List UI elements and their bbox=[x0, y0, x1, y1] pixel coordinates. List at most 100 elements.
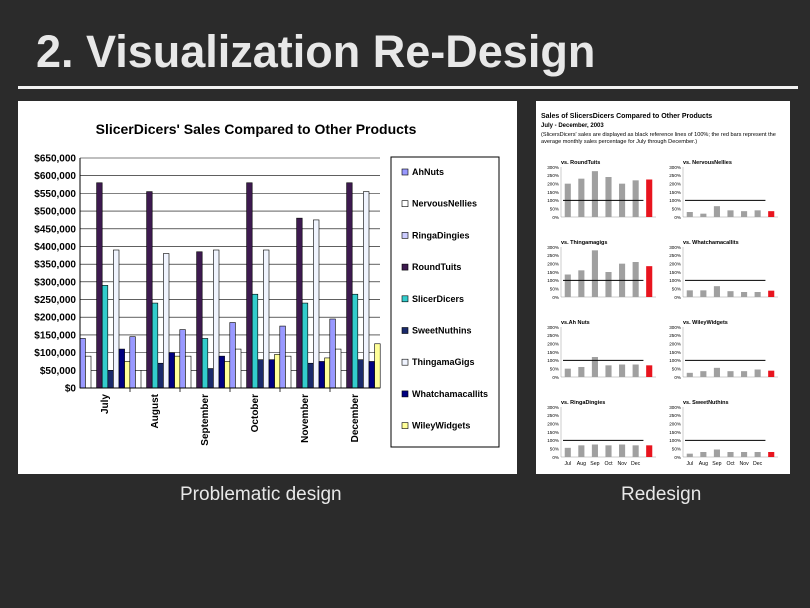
bar bbox=[308, 363, 314, 388]
month-bar bbox=[700, 371, 706, 377]
legend-label: SlicerDicers bbox=[412, 294, 464, 304]
month-bar bbox=[578, 367, 584, 377]
legend-swatch bbox=[402, 169, 408, 175]
y-tick-label: $350,000 bbox=[34, 260, 76, 271]
redesign-small-multiples: vs. RoundTuits 300% 250% 200% 150% 100% 50% 0% v… bbox=[536, 101, 790, 474]
y-tick-label: 50% bbox=[550, 206, 559, 211]
month-bar bbox=[592, 445, 598, 458]
y-tick-label: $200,000 bbox=[34, 313, 76, 324]
month-bar bbox=[741, 452, 747, 457]
y-tick-label: 200% bbox=[669, 261, 681, 266]
y-tick-label: 200% bbox=[669, 341, 681, 346]
y-tick-label: 250% bbox=[547, 333, 559, 338]
month-bar bbox=[755, 292, 761, 297]
average-bar bbox=[646, 445, 652, 457]
y-tick-label: 50% bbox=[672, 286, 681, 291]
month-bar bbox=[687, 454, 693, 457]
x-tick-label: Dec bbox=[753, 461, 763, 467]
x-tick-label: October bbox=[250, 394, 261, 432]
average-bar bbox=[646, 180, 652, 218]
x-tick-label: Sep bbox=[712, 461, 721, 467]
month-bar bbox=[714, 450, 720, 458]
legend-swatch bbox=[402, 201, 408, 207]
y-tick-label: 250% bbox=[669, 253, 681, 258]
y-tick-label: 0% bbox=[674, 295, 681, 300]
legend-swatch bbox=[402, 296, 408, 302]
bar bbox=[319, 361, 325, 388]
month-bar bbox=[605, 445, 611, 457]
x-tick-label: August bbox=[150, 393, 161, 428]
month-bar bbox=[727, 371, 733, 377]
y-tick-label: 0% bbox=[552, 215, 559, 220]
slide-title: 2. Visualization Re-Design bbox=[36, 26, 595, 78]
month-bar bbox=[565, 275, 571, 298]
panel-title: vs. RingaDingies bbox=[561, 400, 605, 406]
month-bar bbox=[714, 286, 720, 297]
y-tick-label: 100% bbox=[547, 278, 559, 283]
y-tick-label: 150% bbox=[669, 270, 681, 275]
bar bbox=[219, 356, 225, 388]
month-bar bbox=[605, 365, 611, 377]
month-bar bbox=[687, 290, 693, 297]
bar bbox=[85, 356, 91, 388]
y-tick-label: 0% bbox=[674, 375, 681, 380]
month-bar bbox=[633, 445, 639, 457]
y-tick-label: 300% bbox=[669, 405, 681, 410]
bar bbox=[369, 361, 375, 388]
bar bbox=[230, 323, 236, 388]
y-tick-label: $100,000 bbox=[34, 348, 76, 359]
panel-title: vs. RoundTuits bbox=[561, 160, 600, 166]
legend-label: Whatchamacallits bbox=[412, 389, 488, 399]
month-bar bbox=[633, 180, 639, 217]
legend-swatch bbox=[402, 359, 408, 365]
x-tick-label: Oct bbox=[604, 461, 613, 467]
title-divider bbox=[18, 86, 798, 89]
y-tick-label: 100% bbox=[547, 198, 559, 203]
y-tick-label: 250% bbox=[669, 413, 681, 418]
month-bar bbox=[755, 210, 761, 217]
legend-label: ThingamaGigs bbox=[412, 357, 475, 367]
bar bbox=[358, 360, 364, 388]
bar bbox=[102, 285, 108, 388]
month-bar bbox=[619, 445, 625, 458]
month-bar bbox=[578, 445, 584, 457]
y-tick-label: $450,000 bbox=[34, 224, 76, 235]
x-tick-label: Sep bbox=[590, 461, 599, 467]
x-tick-label: Dec bbox=[631, 461, 641, 467]
legend-label: WileyWidgets bbox=[412, 421, 470, 431]
y-tick-label: $500,000 bbox=[34, 207, 76, 218]
y-tick-label: $550,000 bbox=[34, 189, 76, 200]
average-bar bbox=[768, 291, 774, 297]
bar bbox=[347, 183, 353, 388]
y-tick-label: 100% bbox=[669, 278, 681, 283]
bar bbox=[119, 349, 125, 388]
panel-title: vs. WileyWidgets bbox=[683, 320, 728, 326]
y-tick-label: $0 bbox=[65, 384, 77, 395]
x-tick-label: November bbox=[300, 394, 311, 443]
y-tick-label: 0% bbox=[552, 295, 559, 300]
average-bar bbox=[646, 365, 652, 377]
x-tick-label: Oct bbox=[726, 461, 735, 467]
month-bar bbox=[741, 292, 747, 297]
bar bbox=[302, 303, 308, 388]
bar bbox=[147, 192, 153, 388]
average-bar bbox=[768, 211, 774, 217]
legend-swatch bbox=[402, 232, 408, 238]
y-tick-label: $150,000 bbox=[34, 330, 76, 341]
y-tick-label: 50% bbox=[550, 286, 559, 291]
month-bar bbox=[700, 452, 706, 457]
y-tick-label: 0% bbox=[674, 455, 681, 460]
y-tick-label: 300% bbox=[669, 325, 681, 330]
month-bar bbox=[633, 262, 639, 297]
bar bbox=[163, 254, 169, 388]
month-bar bbox=[592, 250, 598, 297]
bar bbox=[352, 294, 358, 388]
y-tick-label: $300,000 bbox=[34, 277, 76, 288]
bar bbox=[80, 338, 86, 388]
y-tick-label: 150% bbox=[669, 190, 681, 195]
y-tick-label: 250% bbox=[547, 173, 559, 178]
x-tick-label: Nov bbox=[739, 461, 749, 467]
bar bbox=[263, 250, 269, 388]
